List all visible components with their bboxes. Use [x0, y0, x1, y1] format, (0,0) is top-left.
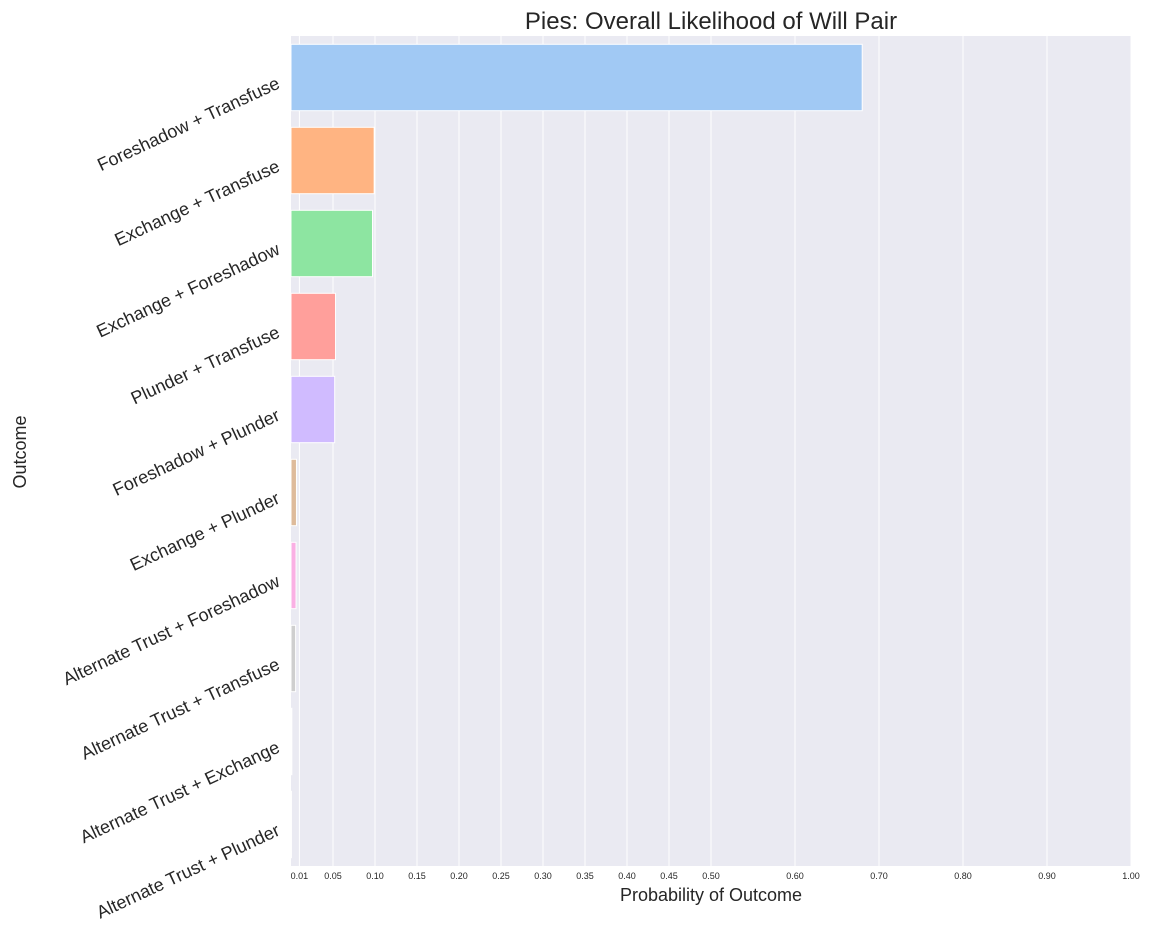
- x-tick-label: 0.25: [492, 871, 510, 881]
- bar: [290, 209, 373, 278]
- x-tick-label: 0.90: [1038, 871, 1056, 881]
- y-tick-label: Plunder + Transfuse: [128, 322, 283, 408]
- x-tick-label: 0.35: [576, 871, 594, 881]
- x-tick-label: 0.05: [324, 871, 342, 881]
- y-tick-label: Alternate Trust + Plunder: [93, 820, 282, 922]
- x-tick-label: 0.15: [408, 871, 426, 881]
- x-tick-label: 0.10: [366, 871, 384, 881]
- bars: [290, 43, 863, 859]
- x-tick-label: 0.70: [870, 871, 888, 881]
- bar: [290, 707, 293, 776]
- x-axis-label: Probability of Outcome: [620, 885, 802, 905]
- bar: [290, 375, 336, 444]
- y-tick-label: Exchange + Plunder: [127, 488, 283, 575]
- bar: [290, 126, 375, 195]
- x-tick-label: 0.40: [618, 871, 636, 881]
- x-tick-label: 0.01: [291, 871, 309, 881]
- y-axis-label: Outcome: [10, 415, 30, 488]
- bar: [290, 624, 297, 693]
- bar: [290, 292, 337, 361]
- bar: [290, 43, 863, 112]
- x-tick-label: 1.00: [1122, 871, 1140, 881]
- y-tick-label: Exchange + Foreshadow: [93, 239, 283, 342]
- bar: [290, 458, 297, 527]
- y-tick-label: Foreshadow + Transfuse: [94, 73, 282, 175]
- x-tick-label: 0.30: [534, 871, 552, 881]
- gridlines: [298, 36, 1132, 866]
- bar: [290, 541, 297, 610]
- x-tick-label: 0.50: [702, 871, 720, 881]
- y-tick-label: Exchange + Transfuse: [111, 156, 282, 250]
- x-tick-label: 0.80: [954, 871, 972, 881]
- y-tick-label: Foreshadow + Plunder: [110, 405, 283, 500]
- x-tick-label: 0.60: [786, 871, 804, 881]
- x-tick-label: 0.20: [450, 871, 468, 881]
- x-tick-label: 0.45: [660, 871, 678, 881]
- x-tick-labels: 0.01 0.05 0.10 0.15 0.20 0.25 0.30 0.35 0.40 0.45…: [291, 871, 1140, 881]
- chart-title: Pies: Overall Likelihood of Will Pair: [525, 8, 897, 35]
